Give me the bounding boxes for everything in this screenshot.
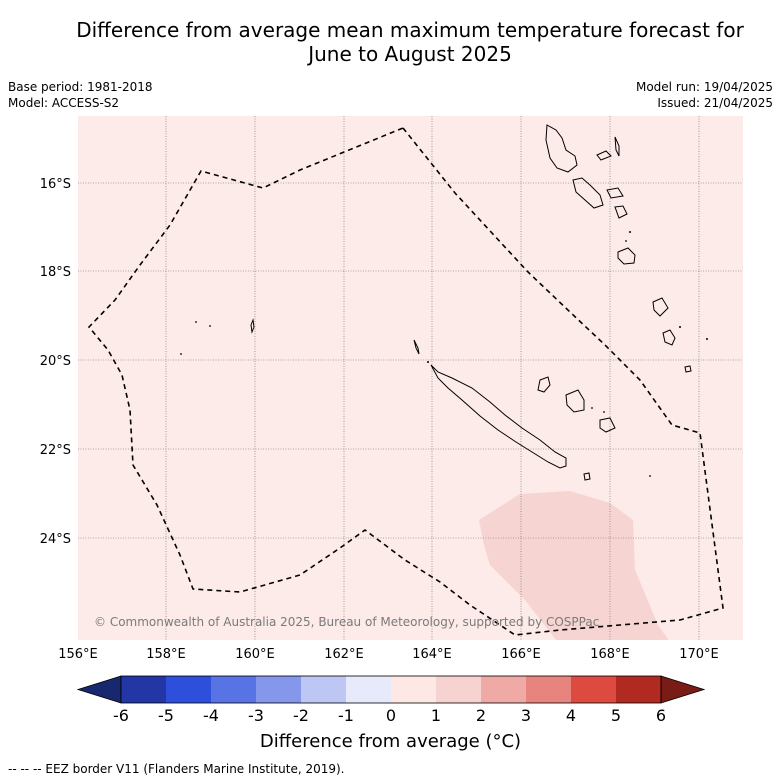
pines-island — [583, 472, 591, 481]
map-title: Difference from average mean maximum tem… — [0, 18, 781, 66]
lon-tick-label: 170°E — [679, 647, 719, 662]
malekula-island — [572, 177, 604, 209]
tanna-island — [662, 329, 676, 346]
colorbar-tick-label: -6 — [113, 706, 129, 725]
lat-tick-label: 24°S — [40, 532, 71, 547]
colorbar-swatch — [571, 676, 616, 703]
ambae-island — [596, 150, 612, 161]
chesterfield-islet — [250, 318, 255, 334]
colorbar-frame — [120, 675, 662, 704]
colorbar-tick-label: -4 — [203, 706, 219, 725]
lon-tick-label: 166°E — [501, 647, 541, 662]
lifou-island — [565, 389, 585, 413]
colorbar-swatch — [211, 676, 256, 703]
eez-legend-note: -- -- -- EEZ border V11 (Flanders Marine… — [8, 762, 345, 776]
lon-tick-label: 168°E — [590, 647, 630, 662]
gridlines — [78, 116, 743, 640]
colorbar-swatch — [301, 676, 346, 703]
lat-tick-label: 20°S — [40, 354, 71, 369]
copyright-text: © Commonwealth of Australia 2025, Bureau… — [94, 615, 599, 629]
meta-right: Model run: 19/04/2025 Issued: 21/04/2025 — [636, 79, 773, 111]
lat-tick-label: 22°S — [40, 443, 71, 458]
colorbar-swatch — [256, 676, 301, 703]
epi-island — [614, 205, 628, 219]
issued-date: Issued: 21/04/2025 — [657, 96, 773, 110]
colorbar-high-extend — [660, 675, 706, 704]
lat-tick-label: 18°S — [40, 265, 71, 280]
colorbar-tick-label: 2 — [476, 706, 486, 725]
colorbar-swatch — [436, 676, 481, 703]
lat-tick-label: 16°S — [40, 177, 71, 192]
colorbar-swatch — [481, 676, 526, 703]
belep-islet — [413, 339, 420, 355]
maewo-island — [614, 136, 620, 157]
title-line-1: Difference from average mean maximum tem… — [76, 18, 744, 42]
colorbar-tick-label: 3 — [521, 706, 531, 725]
colorbar-tick-label: -3 — [248, 706, 264, 725]
warm-anomaly-region — [479, 491, 669, 640]
ouvea-island — [537, 376, 551, 393]
colorbar-tick-label: 5 — [611, 706, 621, 725]
longitude-labels: 156°E 158°E 160°E 162°E 164°E 166°E 168°E 170°E — [58, 647, 719, 662]
meta-left: Base period: 1981-2018 Model: ACCESS-S2 — [8, 79, 153, 111]
colorbar-ticks: -6 -5 -4 -3 -2 -1 0 1 2 3 4 5 6 — [113, 706, 666, 725]
small-islets — [180, 231, 708, 477]
colorbar-swatch — [391, 676, 436, 703]
mare-island — [599, 417, 616, 433]
base-period: Base period: 1981-2018 — [8, 80, 153, 94]
colorbar-tick-label: 6 — [656, 706, 666, 725]
new-caledonia-island — [430, 364, 567, 469]
colorbar-tick-label: 0 — [386, 706, 396, 725]
aneityum-island — [684, 365, 692, 373]
ambrym-island — [606, 187, 624, 199]
colorbar-tick-label: -1 — [338, 706, 354, 725]
colorbar-tick-label: -5 — [158, 706, 174, 725]
efate-island — [617, 247, 636, 265]
colorbar-swatch — [346, 676, 391, 703]
espiritu-santo-island — [545, 124, 578, 173]
colorbar-swatch — [526, 676, 571, 703]
model-name: Model: ACCESS-S2 — [8, 96, 120, 110]
erromango-island — [652, 297, 669, 317]
lon-tick-label: 156°E — [58, 647, 98, 662]
lon-tick-label: 162°E — [324, 647, 364, 662]
colorbar-label: Difference from average (°C) — [259, 731, 522, 752]
colorbar — [76, 675, 706, 704]
colorbar-low-extend — [76, 675, 122, 704]
colorbar-tick-label: 4 — [566, 706, 576, 725]
colorbar-tick-label: -2 — [293, 706, 309, 725]
title-line-2: June to August 2025 — [308, 42, 512, 66]
colorbar-swatch — [121, 676, 166, 703]
colorbar-swatch — [616, 676, 661, 703]
map-area — [78, 116, 743, 640]
latitude-labels: 16°S 18°S 20°S 22°S 24°S — [40, 177, 71, 547]
lon-tick-label: 158°E — [146, 647, 186, 662]
model-run: Model run: 19/04/2025 — [635, 80, 773, 94]
colorbar-tick-label: 1 — [431, 706, 441, 725]
lon-tick-label: 160°E — [235, 647, 275, 662]
lon-tick-label: 164°E — [412, 647, 452, 662]
colorbar-swatch — [166, 676, 211, 703]
